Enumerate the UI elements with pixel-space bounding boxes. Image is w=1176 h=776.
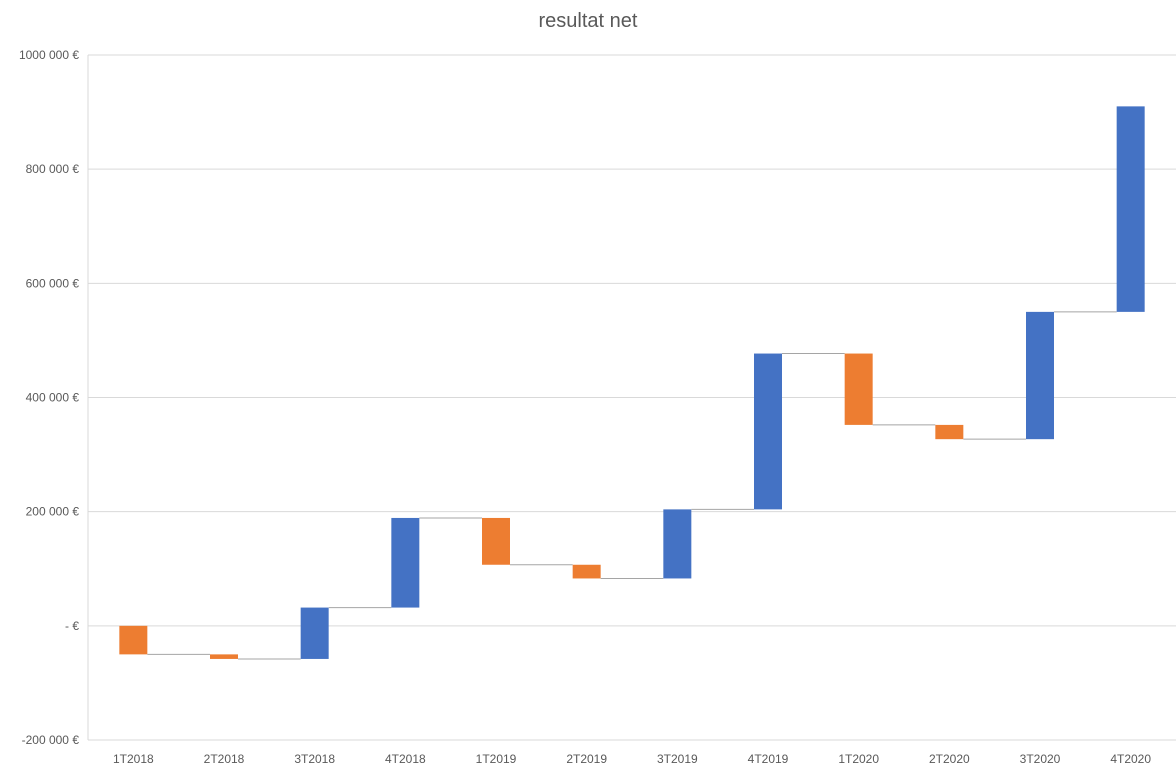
x-tick-label: 2T2019 <box>566 752 607 766</box>
waterfall-bar <box>210 654 238 659</box>
y-tick-label: 600 000 € <box>26 276 80 290</box>
y-tick-label: 400 000 € <box>26 391 80 405</box>
waterfall-bar <box>572 564 601 579</box>
x-tick-label: 4T2019 <box>748 752 789 766</box>
chart-title: resultat net <box>538 10 638 32</box>
x-tick-label: 3T2018 <box>294 752 335 766</box>
waterfall-bar <box>754 353 782 510</box>
x-tick-label: 2T2018 <box>204 752 245 766</box>
x-tick-label: 4T2020 <box>1110 752 1151 766</box>
x-tick-label: 2T2020 <box>929 752 970 766</box>
y-tick-label: 800 000 € <box>26 162 80 176</box>
x-tick-label: 3T2020 <box>1020 752 1061 766</box>
waterfall-bar <box>391 517 420 608</box>
y-tick-label: 1000 000 € <box>19 48 79 62</box>
x-tick-label: 4T2018 <box>385 752 426 766</box>
waterfall-bar <box>935 424 964 440</box>
x-tick-label: 1T2018 <box>113 752 154 766</box>
x-tick-label: 1T2019 <box>476 752 517 766</box>
waterfall-bar <box>482 517 510 565</box>
y-tick-label: - € <box>65 619 79 633</box>
waterfall-bar <box>844 353 873 425</box>
x-tick-label: 1T2020 <box>838 752 879 766</box>
waterfall-bar <box>119 625 148 655</box>
y-tick-label: -200 000 € <box>22 733 80 747</box>
y-tick-label: 200 000 € <box>26 505 80 519</box>
x-tick-label: 3T2019 <box>657 752 698 766</box>
waterfall-bar <box>663 509 692 579</box>
waterfall-bar <box>300 607 329 659</box>
waterfall-bar <box>1116 106 1145 312</box>
waterfall-bar <box>1026 311 1054 440</box>
